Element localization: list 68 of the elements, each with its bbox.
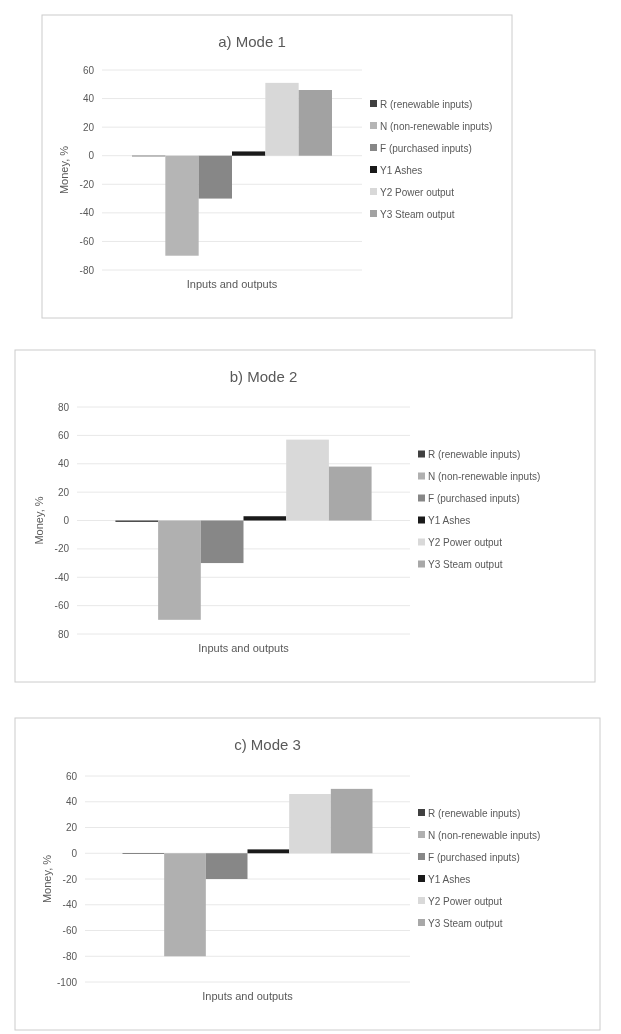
y-tick-label: -80 bbox=[62, 950, 78, 962]
bar bbox=[289, 794, 331, 854]
y-tick-label: 20 bbox=[65, 822, 78, 833]
y-tick-label: 20 bbox=[57, 486, 70, 498]
y-tick-label: -60 bbox=[79, 235, 95, 247]
y-tick-label: -40 bbox=[79, 207, 95, 219]
chart-title: a) Mode 1 bbox=[218, 33, 286, 50]
legend-label: Y2 Power output bbox=[380, 186, 455, 198]
legend-label: Y1 Ashes bbox=[428, 873, 471, 885]
legend-label: Y3 Steam output bbox=[428, 559, 503, 570]
y-tick-label: 40 bbox=[65, 796, 78, 808]
y-tick-label: 0 bbox=[63, 515, 70, 526]
chart-title: b) Mode 2 bbox=[229, 368, 298, 385]
y-tick-label: 0 bbox=[88, 150, 95, 162]
bar bbox=[286, 439, 329, 521]
legend-label: Y3 Steam output bbox=[380, 208, 455, 220]
bar bbox=[247, 849, 290, 854]
y-tick-label: 60 bbox=[82, 64, 95, 76]
legend-label: R (renewable inputs) bbox=[428, 807, 521, 819]
legend-label: Y1 Ashes bbox=[380, 164, 423, 176]
legend-label: N (non-renewable inputs) bbox=[380, 120, 493, 132]
y-tick-label: 80 bbox=[57, 628, 70, 640]
legend-label: Y2 Power output bbox=[428, 895, 503, 907]
bar bbox=[198, 155, 232, 199]
y-tick-label: 80 bbox=[57, 401, 70, 413]
legend-label: Y2 Power output bbox=[428, 537, 503, 548]
y-tick-label: 20 bbox=[82, 121, 95, 133]
y-tick-label: -20 bbox=[54, 543, 70, 555]
bar bbox=[328, 466, 372, 521]
legend-label: R (renewable inputs) bbox=[428, 449, 521, 460]
bar bbox=[232, 151, 266, 156]
legend-label: R (renewable inputs) bbox=[380, 98, 473, 110]
y-tick-label: 0 bbox=[71, 847, 78, 859]
y-tick-label: -60 bbox=[54, 600, 70, 612]
bar bbox=[330, 788, 373, 854]
y-axis-title: Money, % bbox=[41, 854, 53, 904]
y-tick-label: -20 bbox=[62, 873, 78, 885]
y-axis-title: Money, % bbox=[33, 496, 45, 545]
bar bbox=[158, 520, 201, 620]
x-tick-label: Inputs and outputs bbox=[186, 278, 278, 290]
y-tick-label: -20 bbox=[79, 178, 95, 190]
bar bbox=[165, 155, 199, 256]
y-tick-label: 60 bbox=[57, 429, 70, 441]
legend-label: F (purchased inputs) bbox=[380, 142, 472, 154]
y-tick-label: 60 bbox=[65, 770, 78, 782]
y-tick-label: -60 bbox=[62, 925, 78, 936]
bar bbox=[298, 90, 332, 156]
x-tick-label: Inputs and outputs bbox=[198, 642, 290, 654]
y-tick-label: 40 bbox=[82, 93, 95, 105]
legend-label: N (non-renewable inputs) bbox=[428, 829, 541, 841]
bar bbox=[205, 853, 248, 879]
legend-label: Y3 Steam output bbox=[428, 917, 503, 929]
legend-label: F (purchased inputs) bbox=[428, 851, 520, 863]
bar bbox=[243, 516, 287, 521]
legend-label: F (purchased inputs) bbox=[428, 493, 520, 504]
y-tick-label: -40 bbox=[62, 899, 78, 911]
bar bbox=[200, 520, 244, 564]
y-tick-label: -80 bbox=[79, 264, 95, 276]
bar bbox=[164, 853, 206, 957]
bar bbox=[265, 82, 299, 156]
legend-label: N (non-renewable inputs) bbox=[428, 471, 541, 482]
y-tick-label: -40 bbox=[54, 571, 70, 583]
legend-label: Y1 Ashes bbox=[428, 515, 471, 526]
y-axis-title: Money, % bbox=[58, 145, 70, 195]
y-tick-label: 40 bbox=[57, 458, 70, 470]
x-tick-label: Inputs and outputs bbox=[202, 990, 294, 1002]
chart-title: c) Mode 3 bbox=[234, 736, 301, 753]
y-tick-label: -100 bbox=[56, 976, 78, 988]
